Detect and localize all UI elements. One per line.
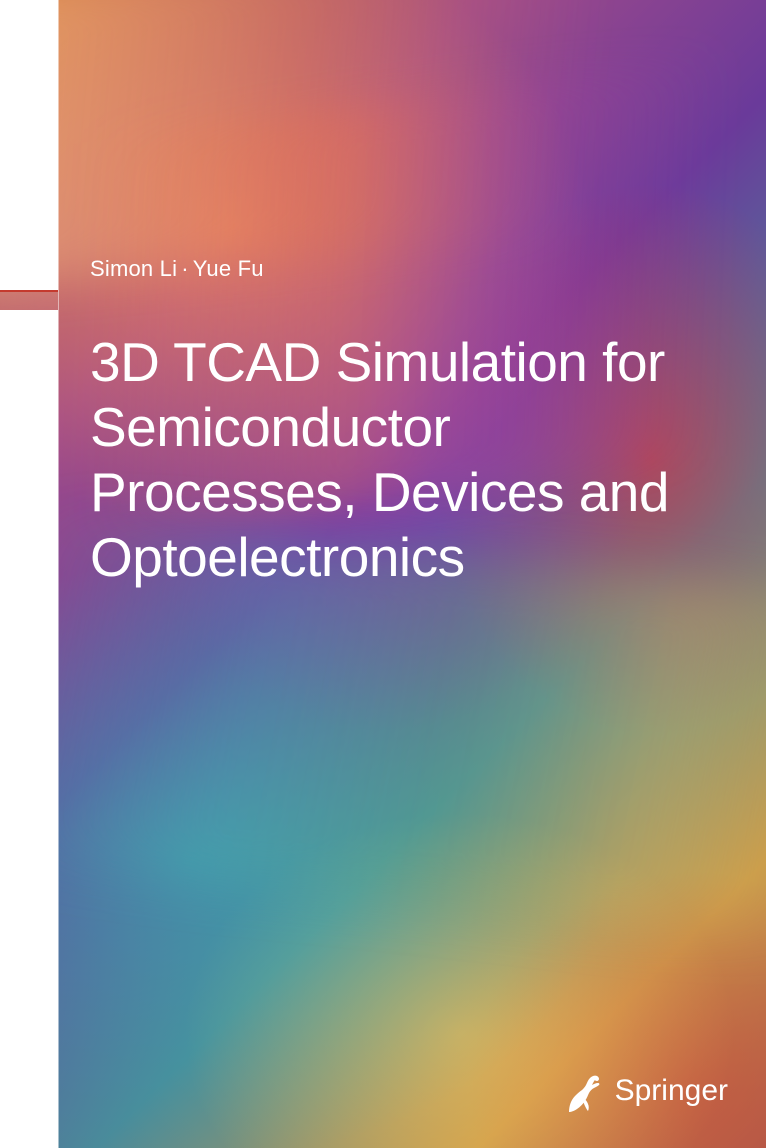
- publisher-name: Springer: [615, 1074, 728, 1108]
- publisher-block: Springer: [563, 1068, 728, 1114]
- bg-streak: [0, 0, 766, 289]
- vertical-rule: [58, 0, 59, 1148]
- authors-line: Simon Li·Yue Fu: [90, 256, 264, 282]
- book-cover: Simon Li·Yue Fu 3D TCAD Simulation for S…: [0, 0, 766, 1148]
- springer-horse-icon: [563, 1068, 605, 1114]
- author-separator: ·: [177, 256, 193, 281]
- author-1: Simon Li: [90, 256, 177, 281]
- author-2: Yue Fu: [193, 256, 264, 281]
- left-white-strip-bottom: [0, 310, 58, 1148]
- left-white-strip-top: [0, 0, 58, 290]
- accent-line-top: [0, 290, 58, 292]
- book-title: 3D TCAD Simulation for Semiconductor Pro…: [90, 330, 726, 590]
